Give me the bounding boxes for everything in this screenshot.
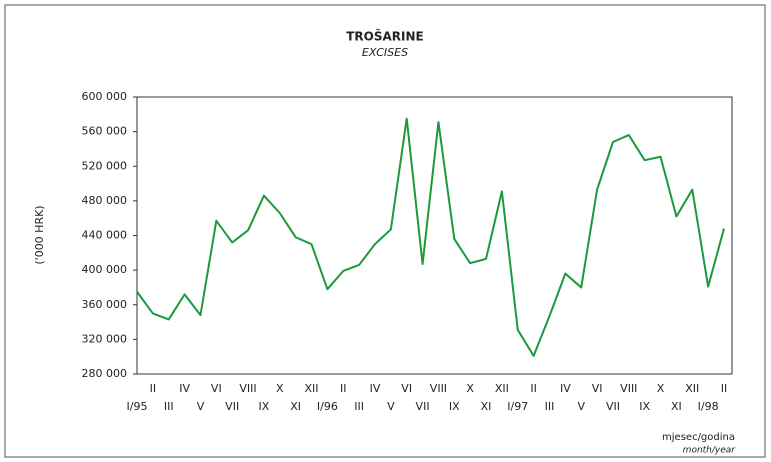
x-tick-label: XI [290, 400, 301, 413]
x-tick-label: X [657, 382, 665, 395]
x-tick-label: II [340, 382, 347, 395]
y-tick-label: 320 000 [82, 332, 128, 345]
x-tick-label: I/98 [698, 400, 719, 413]
x-tick-label: V [197, 400, 205, 413]
y-tick-label: 560 000 [82, 125, 128, 138]
x-tick-label: V [387, 400, 395, 413]
x-tick-label: II [150, 382, 157, 395]
y-tick-label: 480 000 [82, 194, 128, 207]
x-axis-label: mjesec/godina [662, 432, 735, 443]
x-tick-label: X [276, 382, 284, 395]
x-tick-label: V [577, 400, 585, 413]
x-tick-label: VIII [620, 382, 637, 395]
x-tick-label: XII [685, 382, 699, 395]
x-axis-label-en: month/year [683, 446, 737, 456]
x-tick-label: IV [560, 382, 571, 395]
x-tick-label: IV [370, 382, 381, 395]
y-axis-label: ('000 HRK) [33, 205, 46, 264]
x-tick-label: II [530, 382, 537, 395]
x-tick-label: VIII [430, 382, 447, 395]
y-tick-label: 400 000 [82, 263, 128, 276]
y-tick-label: 280 000 [82, 367, 128, 380]
x-tick-label: VIII [239, 382, 256, 395]
x-tick-label: VI [592, 382, 603, 395]
x-tick-label: IX [639, 400, 650, 413]
x-tick-label: IX [259, 400, 270, 413]
x-tick-label: IV [179, 382, 190, 395]
y-tick-label: 600 000 [82, 90, 128, 103]
y-tick-label: 360 000 [82, 298, 128, 311]
x-tick-label: VII [416, 400, 430, 413]
x-tick-label: VII [225, 400, 239, 413]
x-tick-label: IX [449, 400, 460, 413]
x-tick-label: VI [211, 382, 222, 395]
data-line [136, 117, 725, 357]
x-tick-label: XI [671, 400, 682, 413]
y-tick-label: 440 000 [82, 229, 128, 242]
x-tick-label: VII [606, 400, 620, 413]
x-tick-label: I/96 [317, 400, 338, 413]
frame [4, 4, 766, 458]
x-tick-label: XII [495, 382, 509, 395]
x-tick-label: VI [401, 382, 412, 395]
x-tick-label: X [466, 382, 474, 395]
x-tick-label: I/95 [127, 400, 148, 413]
chart-subtitle: EXCISES [362, 46, 408, 59]
x-tick-label: I/97 [507, 400, 528, 413]
x-tick-label: III [164, 400, 174, 413]
x-tick-label: III [545, 400, 555, 413]
y-tick-label: 520 000 [82, 159, 128, 172]
chart-title: TROŠARINE [346, 29, 424, 44]
x-tick-label: XI [481, 400, 492, 413]
x-tick-label: II [721, 382, 728, 395]
x-tick-label: III [354, 400, 364, 413]
x-tick-label: XII [304, 382, 318, 395]
